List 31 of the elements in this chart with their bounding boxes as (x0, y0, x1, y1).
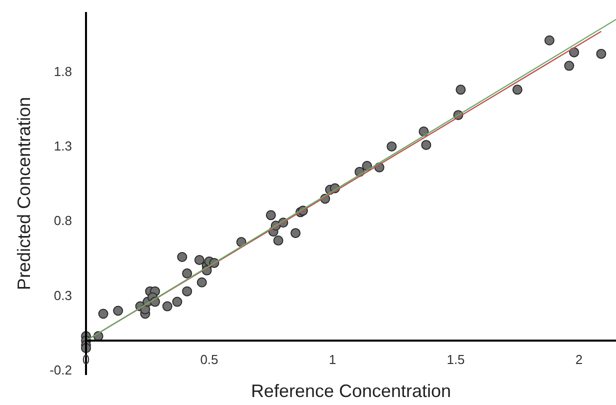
point (456, 84, 466, 95)
point (290, 228, 301, 238)
point (162, 301, 172, 312)
y-tick-label: 0.3 (54, 288, 72, 303)
y-tick-label: -0.2 (50, 362, 72, 378)
point (564, 60, 574, 71)
point (177, 252, 188, 262)
point (544, 35, 554, 46)
x-tick-label: 0.5 (200, 352, 218, 367)
point (273, 236, 284, 246)
point (512, 84, 522, 95)
y-tick-label: 1.3 (54, 138, 72, 154)
x-tick-label: 1.5 (446, 352, 465, 367)
x-tick-label: 2 (575, 352, 583, 367)
point (196, 277, 207, 288)
point (194, 254, 204, 265)
point (421, 140, 432, 150)
point (266, 210, 276, 220)
x-axis-title: Reference Concentration (250, 381, 452, 401)
point (182, 286, 192, 296)
point (172, 296, 182, 307)
y-tick-label: 0.8 (54, 213, 72, 228)
y-tick-label: 1.8 (54, 64, 72, 79)
point (386, 141, 397, 152)
point (182, 268, 192, 278)
point (98, 308, 108, 319)
point (596, 48, 606, 59)
x-tick-label: 1 (328, 352, 336, 367)
y-axis-title: Predicted Concentration (14, 96, 34, 290)
point (113, 306, 124, 316)
point (569, 47, 580, 58)
